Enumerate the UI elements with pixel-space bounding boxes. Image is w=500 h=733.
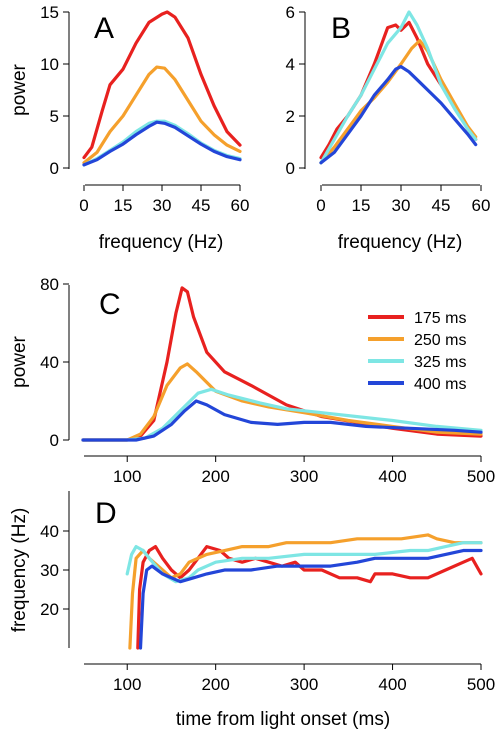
panel-c-series — [81, 286, 483, 442]
panel-a-series-400-line — [82, 120, 242, 167]
panel-a-x-label: frequency (Hz) — [99, 232, 224, 253]
panel-c-ticks: 100 200 300 400 500 0 40 80 — [40, 275, 495, 486]
panel-a-y-label: power — [9, 63, 30, 115]
panel-d-y-tick-label: 40 — [40, 522, 59, 541]
panel-d-y-tick-label: 30 — [40, 561, 59, 580]
panel-b-series-325-line — [319, 10, 478, 165]
panel-a-x-tick-label: 30 — [153, 196, 172, 215]
panel-d-series — [125, 533, 483, 650]
panel-c-x-tick-label: 500 — [467, 467, 495, 486]
panel-d-x-tick-label: 200 — [201, 675, 229, 694]
panel-a-series-175-line — [82, 10, 242, 160]
panel-b-x-tick-label: 0 — [316, 196, 325, 215]
panel-c-label: C — [99, 288, 121, 321]
panel-a-x-tick-label: 45 — [192, 196, 211, 215]
panel-d-x-tick-label: 400 — [378, 675, 406, 694]
legend-label-250: 250 ms — [414, 332, 466, 349]
legend-label-325: 325 ms — [414, 354, 466, 371]
panel-d-y-label: frequency (Hz) — [9, 508, 30, 633]
panel-a-series — [82, 10, 242, 167]
panel-a-x-tick-label: 15 — [114, 196, 133, 215]
panel-a: A 0 15 30 45 60 0 5 10 15 power frequency (Hz) — [9, 3, 249, 253]
panel-b-series-250-line — [319, 39, 478, 165]
panel-c-x-tick-label: 300 — [290, 467, 318, 486]
panel-c-y-label: power — [9, 335, 30, 387]
panel-c-x-tick-label: 200 — [201, 467, 229, 486]
panel-c-y-tick-label: 0 — [50, 431, 59, 450]
panel-b-series — [319, 10, 478, 165]
panel-b-x-tick-label: 30 — [392, 196, 411, 215]
panel-a-y-tick-label: 5 — [50, 107, 59, 126]
panel-d-y-tick-label: 20 — [40, 600, 59, 619]
panel-c-y-tick-label: 40 — [40, 353, 59, 372]
panel-c: C 100 200 300 400 500 0 40 80 power 175 ms 250 … — [9, 275, 495, 486]
panel-b-y-tick-label: 0 — [286, 159, 295, 178]
legend: 175 ms 250 ms 325 ms 400 ms — [368, 310, 466, 393]
panel-b-x-tick-label: 45 — [432, 196, 451, 215]
panel-d-label: D — [95, 497, 117, 530]
panel-b: B 0 15 30 45 60 0 2 4 6 frequency (Hz) — [286, 3, 491, 253]
panel-a-series-325-line — [82, 119, 242, 167]
panel-d-x-tick-label: 500 — [467, 675, 495, 694]
panel-a-x-tick-label: 60 — [231, 196, 250, 215]
panel-a-y-tick-label: 10 — [40, 55, 59, 74]
panel-c-x-tick-label: 400 — [378, 467, 406, 486]
panel-d-series-400-line — [138, 548, 483, 650]
panel-b-x-label: frequency (Hz) — [338, 232, 463, 253]
panel-c-x-tick-label: 100 — [113, 467, 141, 486]
panel-b-x-tick-label: 60 — [472, 196, 491, 215]
panel-b-y-tick-label: 4 — [286, 55, 295, 74]
panel-a-x-tick-label: 0 — [79, 196, 88, 215]
panel-b-y-tick-label: 2 — [286, 107, 295, 126]
panel-b-series-400-line — [319, 65, 478, 165]
panel-a-y-tick-label: 0 — [50, 159, 59, 178]
panel-c-series-250-line — [81, 362, 483, 442]
panel-d: D 100 200 300 400 500 20 30 40 frequency (Hz) t… — [9, 491, 495, 730]
panel-b-y-tick-label: 6 — [286, 3, 295, 22]
panel-d-ticks: 100 200 300 400 500 20 30 40 — [40, 522, 495, 694]
panel-a-y-tick-label: 15 — [40, 3, 59, 22]
panel-c-y-tick-label: 80 — [40, 275, 59, 294]
panel-a-label: A — [94, 12, 114, 45]
panel-d-x-label: time from light onset (ms) — [176, 709, 390, 730]
panel-a-series-250-line — [82, 65, 242, 165]
panel-b-label: B — [331, 12, 351, 45]
panel-c-series-325-line — [81, 387, 483, 442]
panel-d-x-tick-label: 100 — [113, 675, 141, 694]
legend-label-175: 175 ms — [414, 310, 466, 327]
panel-d-x-tick-label: 300 — [290, 675, 318, 694]
panel-a-ticks: 0 15 30 45 60 0 5 10 15 — [40, 3, 249, 215]
panel-d-series-175-line — [136, 545, 483, 650]
panel-d-series-325-line — [125, 541, 483, 584]
panel-b-ticks: 0 15 30 45 60 0 2 4 6 — [286, 3, 491, 215]
legend-label-400: 400 ms — [414, 376, 466, 393]
panel-b-x-tick-label: 15 — [352, 196, 371, 215]
panel-c-series-400-line — [81, 399, 483, 442]
